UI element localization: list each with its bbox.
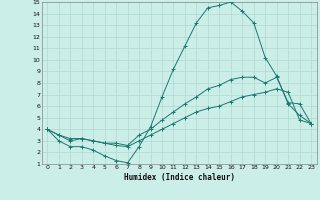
X-axis label: Humidex (Indice chaleur): Humidex (Indice chaleur) — [124, 173, 235, 182]
